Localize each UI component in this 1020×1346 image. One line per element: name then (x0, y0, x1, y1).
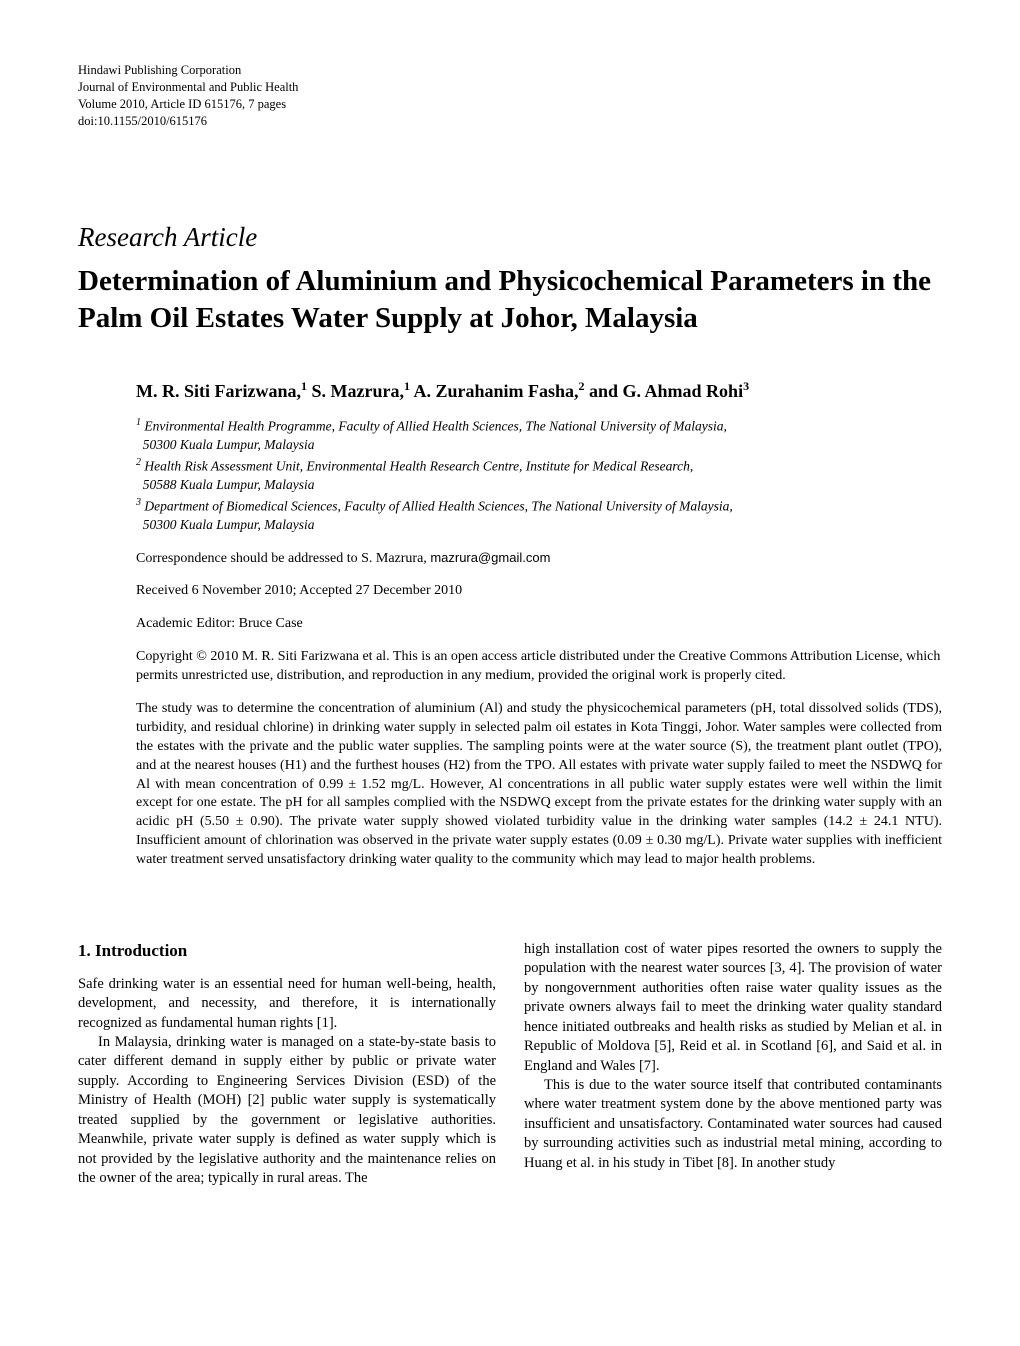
dates-line: Received 6 November 2010; Accepted 27 De… (136, 582, 942, 601)
body-paragraph: high installation cost of water pipes re… (524, 940, 942, 1076)
affiliation-item: 3 Department of Biomedical Sciences, Fac… (136, 496, 942, 516)
body-paragraph: In Malaysia, drinking water is managed o… (78, 1033, 496, 1188)
affiliation-item-line2: 50300 Kuala Lumpur, Malaysia (136, 436, 942, 454)
article-type-label: Research Article (78, 222, 942, 253)
academic-editor-line: Academic Editor: Bruce Case (136, 615, 942, 634)
body-paragraph: This is due to the water source itself t… (524, 1076, 942, 1173)
affiliations-block: 1 Environmental Health Programme, Facult… (136, 416, 942, 535)
correspondence-line: Correspondence should be addressed to S.… (136, 549, 942, 569)
affiliation-sup: 3 (136, 497, 141, 508)
affiliation-city: 50300 Kuala Lumpur, Malaysia (143, 517, 315, 532)
publisher-line: Hindawi Publishing Corporation (78, 62, 942, 79)
copyright-notice: Copyright © 2010 M. R. Siti Farizwana et… (136, 648, 942, 686)
doi-line: doi:10.1155/2010/615176 (78, 113, 942, 130)
right-column: high installation cost of water pipes re… (524, 940, 942, 1188)
affiliation-sup: 2 (136, 457, 141, 468)
affiliation-item: 2 Health Risk Assessment Unit, Environme… (136, 456, 942, 476)
affiliation-city: 50300 Kuala Lumpur, Malaysia (143, 437, 315, 452)
abstract-text: The study was to determine the concentra… (136, 700, 942, 870)
publisher-info-block: Hindawi Publishing Corporation Journal o… (78, 62, 942, 130)
article-title: Determination of Aluminium and Physicoch… (78, 263, 942, 337)
left-column: 1. Introduction Safe drinking water is a… (78, 940, 496, 1188)
journal-name: Journal of Environmental and Public Heal… (78, 79, 942, 96)
correspondence-email: mazrura@gmail.com (430, 550, 550, 565)
affiliation-text: Department of Biomedical Sciences, Facul… (144, 498, 732, 513)
affiliation-text: Environmental Health Programme, Faculty … (144, 418, 727, 433)
affiliation-city: 50588 Kuala Lumpur, Malaysia (143, 477, 315, 492)
volume-info: Volume 2010, Article ID 615176, 7 pages (78, 96, 942, 113)
affiliation-item-line2: 50300 Kuala Lumpur, Malaysia (136, 516, 942, 534)
affiliation-text: Health Risk Assessment Unit, Environment… (144, 458, 693, 473)
affiliation-item: 1 Environmental Health Programme, Facult… (136, 416, 942, 436)
section-heading-introduction: 1. Introduction (78, 940, 496, 963)
correspondence-prefix: Correspondence should be addressed to S.… (136, 551, 430, 566)
affiliation-sup: 1 (136, 417, 141, 428)
author-list: M. R. Siti Farizwana,1 S. Mazrura,1 A. Z… (136, 379, 942, 402)
body-paragraph: Safe drinking water is an essential need… (78, 975, 496, 1033)
affiliation-item-line2: 50588 Kuala Lumpur, Malaysia (136, 476, 942, 494)
two-column-body: 1. Introduction Safe drinking water is a… (78, 940, 942, 1188)
